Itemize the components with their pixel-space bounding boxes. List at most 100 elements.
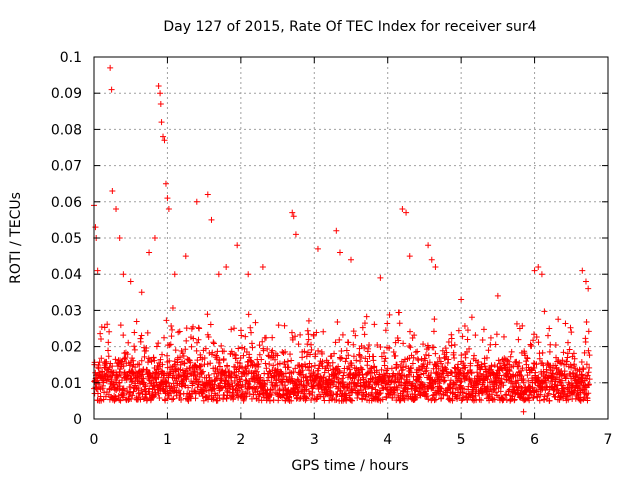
data-point [199, 378, 206, 385]
data-point [361, 320, 368, 327]
data-point [136, 393, 143, 400]
data-point [208, 216, 215, 223]
data-point [327, 362, 334, 369]
data-point [134, 361, 141, 368]
data-point [165, 206, 172, 213]
data-point [281, 382, 288, 389]
data-point [216, 395, 223, 402]
data-point [306, 367, 313, 374]
data-point [394, 335, 401, 342]
data-point [425, 396, 432, 403]
data-point [553, 385, 560, 392]
data-point [289, 336, 296, 343]
data-point [559, 357, 566, 364]
data-point [484, 376, 491, 383]
data-point [310, 383, 317, 390]
data-point [257, 374, 264, 381]
data-point [179, 350, 186, 357]
data-point [124, 374, 131, 381]
data-point [492, 341, 499, 348]
data-point [239, 381, 246, 388]
y-axis-label: ROTI / TECUs [8, 192, 24, 284]
data-point [183, 325, 190, 332]
data-point [193, 347, 200, 354]
data-point [314, 245, 321, 252]
data-point [401, 396, 408, 403]
data-point [304, 341, 311, 348]
data-point [491, 396, 498, 403]
data-point [362, 393, 369, 400]
data-point [452, 373, 459, 380]
data-point [384, 320, 391, 327]
data-point [422, 357, 429, 364]
data-point [417, 371, 424, 378]
data-point [450, 349, 457, 356]
data-point [346, 366, 353, 373]
data-point [468, 370, 475, 377]
data-point [345, 339, 352, 346]
x-tick-label: 4 [383, 432, 392, 448]
data-point [345, 352, 352, 359]
data-point [320, 328, 327, 335]
data-point [253, 368, 260, 375]
data-point [463, 349, 470, 356]
data-point [582, 339, 589, 346]
data-point [555, 316, 562, 323]
data-point [256, 391, 263, 398]
data-point [565, 379, 572, 386]
data-point [531, 267, 538, 274]
data-point [275, 322, 282, 329]
data-point [406, 253, 413, 260]
data-point [500, 382, 507, 389]
data-point [406, 343, 413, 350]
data-point [475, 373, 482, 380]
data-point [349, 397, 356, 404]
data-point [195, 381, 202, 388]
data-point [438, 385, 445, 392]
data-point [566, 346, 573, 353]
data-point [425, 352, 432, 359]
data-point [568, 329, 575, 336]
data-point [337, 387, 344, 394]
data-point [465, 383, 472, 390]
data-point [547, 341, 554, 348]
data-point [299, 354, 306, 361]
data-point [562, 375, 569, 382]
data-point [249, 344, 256, 351]
data-point [137, 396, 144, 403]
data-point [123, 376, 130, 383]
data-point [141, 353, 148, 360]
data-point [157, 101, 164, 108]
data-point [579, 267, 586, 274]
data-point [582, 278, 589, 285]
data-point [165, 380, 172, 387]
data-point [466, 345, 473, 352]
data-point [529, 384, 536, 391]
data-point [127, 278, 134, 285]
data-point [584, 372, 591, 379]
data-point [353, 357, 360, 364]
data-point [307, 351, 314, 358]
data-point [451, 354, 458, 361]
x-tick-label: 5 [457, 432, 466, 448]
data-point [106, 328, 113, 335]
data-point [504, 357, 511, 364]
data-point [448, 342, 455, 349]
data-point [586, 352, 593, 359]
data-point [464, 336, 471, 343]
data-point [238, 327, 245, 334]
data-point [431, 397, 438, 404]
data-point [157, 90, 164, 97]
data-point [532, 369, 539, 376]
data-point [359, 395, 366, 402]
data-point [396, 320, 403, 327]
data-point [309, 372, 316, 379]
data-point [194, 384, 201, 391]
data-point [120, 271, 127, 278]
data-point [479, 337, 486, 344]
data-point [331, 350, 338, 357]
data-point [398, 381, 405, 388]
data-point [138, 357, 145, 364]
data-point [436, 354, 443, 361]
data-point [571, 362, 578, 369]
